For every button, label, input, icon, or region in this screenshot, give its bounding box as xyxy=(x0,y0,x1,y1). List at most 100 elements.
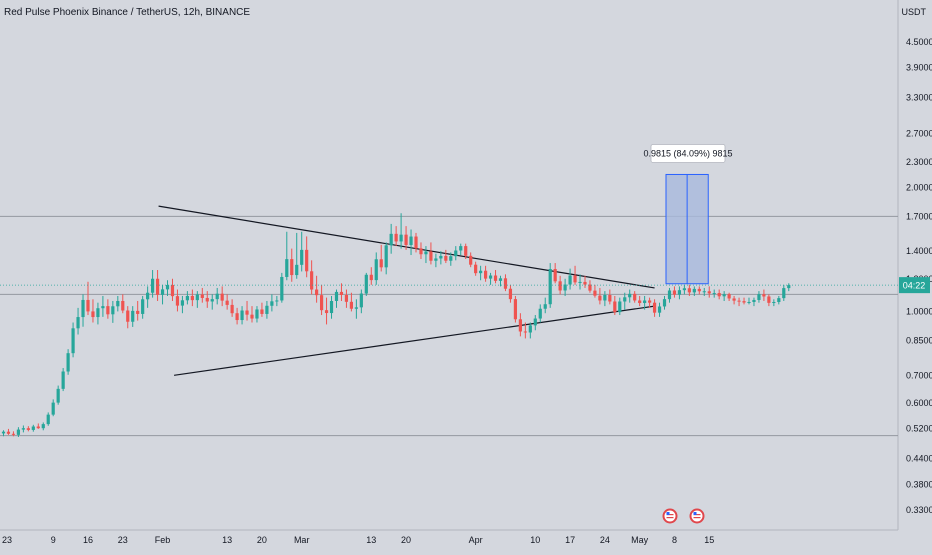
candle-body xyxy=(533,318,537,326)
candle-body xyxy=(707,291,711,294)
y-tick-label: 1.7000 xyxy=(906,211,932,221)
candle-body xyxy=(414,236,418,249)
candle-body xyxy=(752,299,756,302)
candle-body xyxy=(459,246,463,251)
y-tick-label: 2.0000 xyxy=(906,182,932,192)
candle-body xyxy=(315,289,319,296)
candle-body xyxy=(91,311,95,318)
candle-body xyxy=(21,428,25,430)
candle-body xyxy=(96,308,100,318)
candle-body xyxy=(141,299,145,314)
last-price-countdown: 04:22 xyxy=(903,281,926,291)
candle-body xyxy=(41,424,45,429)
candle-body xyxy=(469,255,473,265)
candle-body xyxy=(762,294,766,297)
candle-body xyxy=(498,278,503,281)
candle-body xyxy=(310,271,314,290)
candle-body xyxy=(633,293,637,301)
candle-body xyxy=(51,402,55,415)
chart-title: Red Pulse Phoenix Binance / TetherUS, 12… xyxy=(4,7,251,18)
candle-body xyxy=(493,275,498,281)
candle-body xyxy=(369,274,373,281)
candle-body xyxy=(329,300,334,314)
candle-body xyxy=(205,297,209,302)
candle-body xyxy=(6,431,11,434)
x-tick-label: 20 xyxy=(401,535,411,545)
event-flag-stripe xyxy=(666,514,674,516)
event-flag-stripe xyxy=(693,514,701,516)
x-tick-label: 15 xyxy=(704,535,714,545)
y-tick-label: 2.3000 xyxy=(906,157,932,167)
event-flag-ring xyxy=(689,508,705,524)
candle-body xyxy=(1,431,6,434)
candle-body xyxy=(623,297,627,302)
candle-body xyxy=(116,300,120,307)
candle-body xyxy=(86,299,90,312)
candle-body xyxy=(170,284,175,297)
candle-body xyxy=(200,294,204,298)
candle-body xyxy=(588,284,592,291)
event-flag-icon[interactable] xyxy=(662,508,678,524)
y-tick-label: 0.5200 xyxy=(906,424,932,434)
candle-body xyxy=(543,304,547,309)
candle-body xyxy=(270,301,274,306)
candle-body xyxy=(146,292,150,300)
candle-body xyxy=(449,256,453,261)
candle-body xyxy=(444,255,448,261)
candle-body xyxy=(354,307,358,309)
x-tick-label: 23 xyxy=(118,535,128,545)
y-tick-label: 3.3000 xyxy=(906,93,932,103)
candle-body xyxy=(389,233,393,246)
measure-label: 0.9815 (84.09%) 9815 xyxy=(643,148,732,158)
candle-body xyxy=(106,306,110,315)
candle-body xyxy=(573,275,577,283)
candle-body xyxy=(131,310,135,322)
candle-body xyxy=(424,251,428,255)
candle-body xyxy=(359,293,363,308)
candle-body xyxy=(26,428,30,430)
candle-body xyxy=(36,426,40,429)
candle-body xyxy=(419,248,423,255)
candle-body xyxy=(290,259,294,276)
candle-body xyxy=(702,291,706,293)
candle-body xyxy=(374,259,378,281)
candle-body xyxy=(151,278,155,293)
candle-body xyxy=(613,301,617,313)
candle-body xyxy=(657,306,662,313)
candle-body xyxy=(136,310,140,314)
candle-body xyxy=(56,388,60,403)
candle-body xyxy=(165,284,170,290)
candle-body xyxy=(230,304,234,314)
candle-body xyxy=(46,414,50,425)
candle-body xyxy=(379,259,383,268)
x-tick-label: May xyxy=(631,535,649,545)
candle-body xyxy=(618,301,622,313)
candle-body xyxy=(628,293,632,298)
candle-body xyxy=(742,301,746,303)
x-tick-label: 13 xyxy=(222,535,232,545)
y-tick-label: 3.9000 xyxy=(906,63,932,73)
candle-body xyxy=(439,255,443,259)
candle-body xyxy=(454,250,458,257)
candle-body xyxy=(126,310,130,322)
candle-body xyxy=(190,295,194,301)
y-tick-label: 4.5000 xyxy=(906,37,932,47)
candle-body xyxy=(782,288,786,299)
candle-body xyxy=(255,309,259,319)
x-tick-label: 20 xyxy=(257,535,267,545)
event-flag-stripe xyxy=(666,517,674,519)
candle-body xyxy=(488,275,493,279)
candle-body xyxy=(185,295,189,301)
candle-body xyxy=(429,251,433,261)
candle-body xyxy=(558,281,562,291)
candle-body xyxy=(717,293,721,297)
candle-body xyxy=(111,306,115,315)
event-flag-icon[interactable] xyxy=(689,508,705,524)
x-tick-label: 17 xyxy=(565,535,575,545)
x-tick-label: 16 xyxy=(83,535,93,545)
candle-body xyxy=(180,300,185,306)
y-tick-label: 0.3300 xyxy=(906,505,932,515)
candle-body xyxy=(155,278,160,295)
